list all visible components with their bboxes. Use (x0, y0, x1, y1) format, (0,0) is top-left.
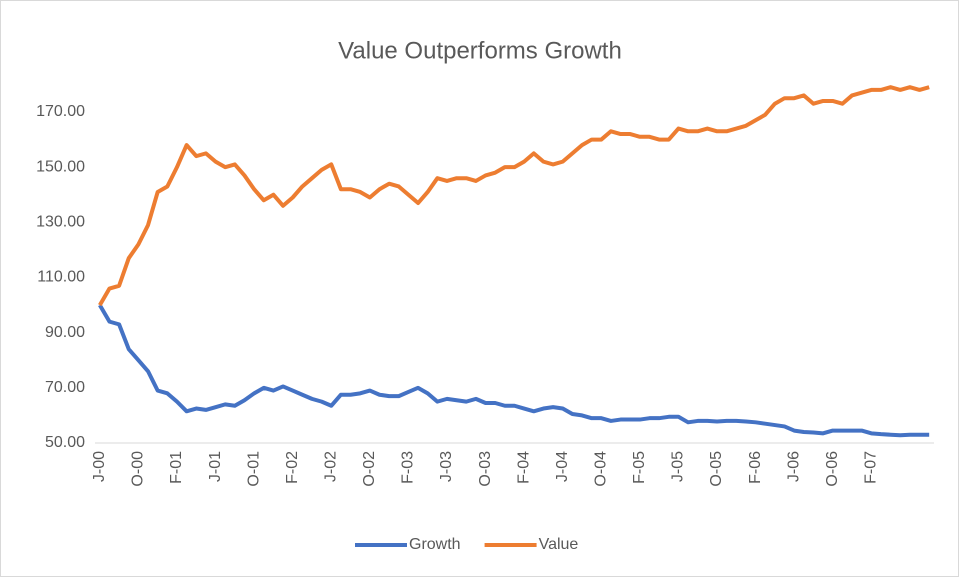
x-tick-label: O-06 (824, 451, 841, 487)
x-tick-label: O-04 (593, 451, 610, 487)
x-tick-label: O-00 (130, 451, 147, 487)
y-tick-label: 150.00 (36, 158, 85, 175)
legend-label: Value (539, 536, 579, 553)
line-series (98, 304, 930, 438)
x-tick-label: F-07 (863, 451, 880, 484)
y-tick-label: 130.00 (36, 214, 85, 231)
legend-label: Growth (409, 536, 461, 553)
x-tick-label: O-05 (708, 451, 725, 487)
y-tick-label: 50.00 (45, 434, 85, 451)
x-tick-label: F-04 (515, 451, 532, 484)
line-series (98, 85, 930, 307)
x-tick-label: J-05 (670, 451, 687, 482)
x-tick-label: O-03 (477, 451, 494, 487)
x-tick-label: O-02 (361, 451, 378, 487)
x-tick-label: F-05 (631, 451, 648, 484)
x-tick-label: J-01 (207, 451, 224, 482)
x-tick-label: F-02 (284, 451, 301, 484)
x-tick-label: F-01 (168, 451, 185, 484)
x-tick-label: J-06 (785, 451, 802, 482)
y-tick-label: 90.00 (45, 324, 85, 341)
x-tick-label: J-03 (438, 451, 455, 482)
x-tick-label: F-06 (747, 451, 764, 484)
y-tick-label: 110.00 (37, 269, 85, 286)
x-tick-label: J-00 (91, 451, 108, 482)
x-tick-label: J-04 (554, 451, 571, 482)
x-tick-label: F-03 (400, 451, 417, 484)
x-tick-label: O-01 (245, 451, 262, 487)
y-tick-label: 70.00 (45, 379, 85, 396)
y-tick-label: 170.00 (36, 103, 85, 120)
x-tick-label: J-02 (322, 451, 339, 482)
chart-title: Value Outperforms Growth (338, 37, 622, 64)
